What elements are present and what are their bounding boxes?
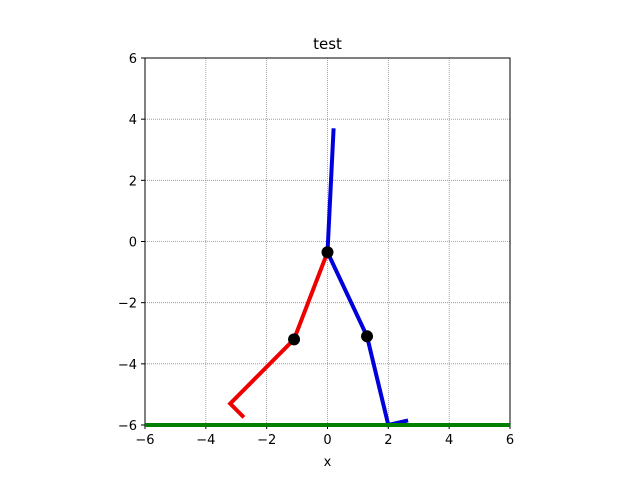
joint-marker — [288, 333, 301, 346]
y-tick-label: 4 — [129, 113, 137, 128]
joint-marker — [361, 330, 374, 343]
y-tick-label: 0 — [129, 236, 137, 251]
x-tick-label: −6 — [135, 433, 154, 448]
series-line-0 — [325, 128, 336, 253]
series-line-1 — [227, 251, 330, 419]
x-tick-label: −2 — [257, 433, 276, 448]
y-tick-label: 2 — [129, 174, 137, 189]
x-tick-label: 6 — [506, 433, 514, 448]
y-tick-label: 6 — [129, 52, 137, 67]
series-line-2 — [325, 251, 409, 428]
axis-ticks: −6 −4 −2 0 2 4 6 −6 −4 −2 0 2 4 6 — [118, 52, 514, 448]
x-tick-label: 0 — [323, 433, 331, 448]
series-group — [145, 128, 510, 428]
x-tick-label: 2 — [384, 433, 392, 448]
x-axis-label: x — [324, 455, 332, 470]
y-tick-label: −4 — [118, 358, 137, 373]
y-tick-label: −2 — [118, 297, 137, 312]
y-tick-label: −6 — [118, 419, 137, 434]
markers-group — [288, 246, 374, 346]
joint-marker — [321, 246, 334, 259]
x-tick-label: −4 — [196, 433, 215, 448]
chart-title: test — [313, 35, 342, 53]
x-tick-label: 4 — [445, 433, 453, 448]
